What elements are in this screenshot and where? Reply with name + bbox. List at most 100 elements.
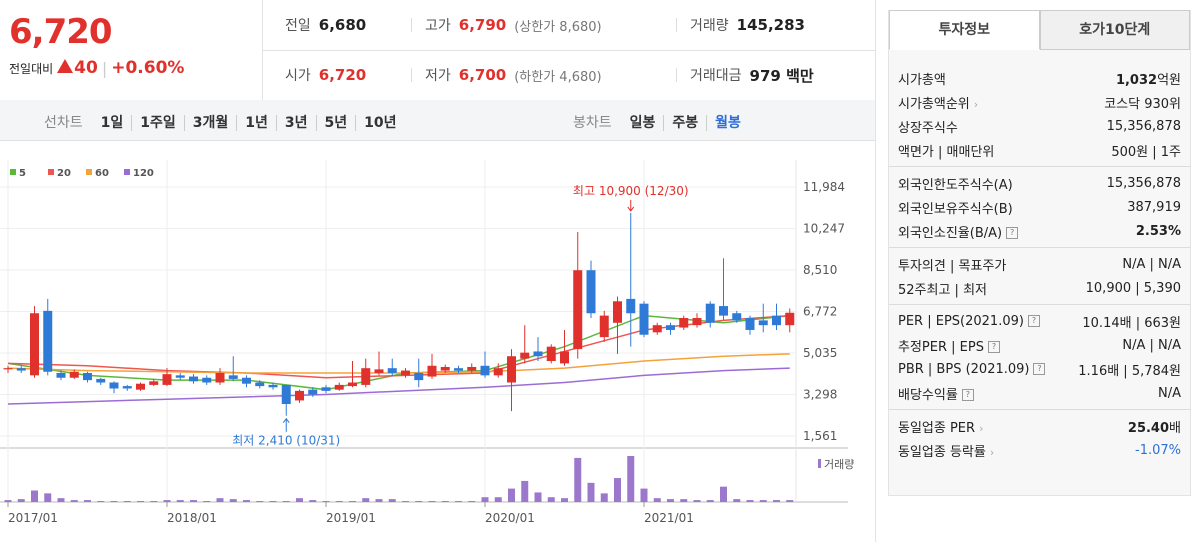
- candle-body: [772, 315, 781, 326]
- info-value: 2.53%: [1135, 223, 1181, 239]
- candle-body: [308, 389, 318, 395]
- period-button[interactable]: 5년: [315, 115, 356, 131]
- volume-bar: [561, 498, 568, 502]
- info-value-wrap: 15,356,878: [1107, 176, 1181, 191]
- volume-bar: [44, 493, 52, 502]
- info-label: 동일업종 PER: [898, 421, 983, 436]
- period-button[interactable]: 3년: [275, 115, 316, 131]
- y-tick-label: 1,561: [803, 429, 837, 443]
- info-section: 외국인한도주식수(A) 15,356,878 외국인보유주식수(B) 387,919 외…: [889, 167, 1190, 248]
- candle-body: [175, 375, 185, 378]
- candle-body: [189, 376, 198, 382]
- info-value: 코스닥 930위: [1104, 96, 1181, 112]
- info-value-wrap: 코스닥 930위: [1104, 93, 1181, 112]
- stat: 시가 6,720: [285, 50, 366, 100]
- volume-bar: [322, 501, 330, 502]
- x-tick-label: 2019/01: [326, 511, 376, 525]
- info-row: 동일업종 PER 25.40배: [889, 414, 1190, 438]
- help-icon[interactable]: ?: [961, 389, 974, 401]
- info-label: 외국인보유주식수(B): [898, 201, 1013, 217]
- candle-body: [96, 378, 106, 383]
- candle-body: [16, 368, 26, 371]
- volume-bar: [415, 501, 423, 502]
- change: 전일대비 40 | +0.60%: [9, 58, 184, 78]
- info-label: 추정PER | EPS: [898, 339, 984, 355]
- info-value-wrap: 2.53%: [1136, 224, 1181, 239]
- period-button[interactable]: 일봉: [629, 115, 656, 131]
- low-annotation: 최저 2,410 (10/31): [232, 434, 340, 448]
- legend-swatch: [10, 169, 16, 175]
- x-tick-label: 2017/01: [8, 511, 58, 525]
- candle-body: [387, 368, 397, 373]
- info-label-wrap: 시가총액: [898, 69, 946, 88]
- period-button[interactable]: 3개월: [183, 115, 237, 131]
- candle-body: [30, 313, 39, 376]
- legend-label: 120: [133, 168, 154, 179]
- period-button[interactable]: 1년: [236, 115, 276, 131]
- candle-body: [109, 382, 119, 389]
- candle-body: [586, 270, 596, 314]
- tab[interactable]: 호가10단계: [1039, 10, 1190, 50]
- y-tick-label: 6,772: [803, 305, 837, 319]
- candle-body: [467, 366, 477, 371]
- info-value-wrap: 500원 | 1주: [1111, 141, 1181, 160]
- info-label-wrap: 외국인소진율(B/A)?: [898, 222, 1019, 241]
- help-icon[interactable]: ?: [987, 341, 1000, 353]
- stat-note: (하한가 4,680): [514, 69, 602, 85]
- volume-bar: [282, 501, 290, 502]
- stat-note: (상한가 8,680): [514, 19, 602, 35]
- candle-body: [480, 365, 490, 376]
- stat: 고가 6,790 (상한가 8,680): [411, 0, 602, 50]
- candle-body: [573, 270, 583, 350]
- candle-body: [599, 315, 609, 338]
- info-value: 25.40: [1127, 420, 1170, 436]
- volume-bar: [110, 501, 118, 502]
- volume-bar: [773, 500, 780, 502]
- candle-body: [533, 351, 543, 357]
- period-button[interactable]: 10년: [355, 115, 405, 131]
- period-button[interactable]: 주봉: [663, 115, 707, 131]
- volume-bar: [574, 457, 582, 502]
- candle-body: [692, 318, 702, 326]
- stat-label: 전일: [285, 18, 311, 34]
- volume-bar: [693, 500, 701, 502]
- volume-bar: [137, 501, 144, 502]
- y-tick-label: 3,298: [803, 388, 837, 402]
- stat-value: 6,720: [318, 66, 367, 84]
- help-icon[interactable]: ?: [1006, 227, 1019, 239]
- info-value: N/A | N/A: [1122, 256, 1181, 272]
- change-rate: +0.60%: [111, 58, 185, 78]
- volume-bar: [600, 493, 608, 502]
- info-value-wrap: 10.14배 | 663원: [1082, 312, 1181, 331]
- candle-body: [666, 325, 675, 330]
- legend-label: 60: [95, 168, 109, 179]
- info-label-wrap: 시가총액순위: [898, 93, 978, 112]
- candle-body: [202, 377, 212, 383]
- help-icon[interactable]: ?: [1027, 315, 1040, 327]
- volume-bar: [163, 500, 171, 502]
- candle-body: [361, 368, 371, 385]
- info-row: 액면가 | 매매단위 500원 | 1주: [889, 138, 1190, 162]
- info-value: 15,356,878: [1106, 175, 1181, 191]
- help-icon[interactable]: ?: [1033, 363, 1046, 375]
- volume-bar: [269, 501, 277, 502]
- stat-value: 6,680: [318, 16, 367, 34]
- period-button[interactable]: 1주일: [131, 115, 184, 131]
- toolbar: 선차트 1일 1주일 3개월 1년 3년 5년 10년 봉차트 일봉 주봉 월봉: [0, 100, 875, 141]
- stat-value: 6,790: [458, 16, 507, 34]
- period-button[interactable]: 월봉: [706, 115, 749, 131]
- volume-bar: [229, 499, 237, 502]
- volume-bar: [494, 497, 502, 502]
- candle-body: [719, 306, 728, 316]
- candle-body: [613, 301, 622, 323]
- info-value: N/A: [1158, 385, 1181, 401]
- period-button[interactable]: 1일: [100, 115, 124, 131]
- group-label: 봉차트: [573, 115, 612, 131]
- candle-body: [639, 303, 649, 335]
- info-label-wrap: PBR | BPS (2021.09)?: [898, 362, 1046, 377]
- tab[interactable]: 투자정보: [889, 10, 1040, 50]
- candle-body: [255, 382, 265, 387]
- stat-value: 979 백만: [749, 66, 814, 85]
